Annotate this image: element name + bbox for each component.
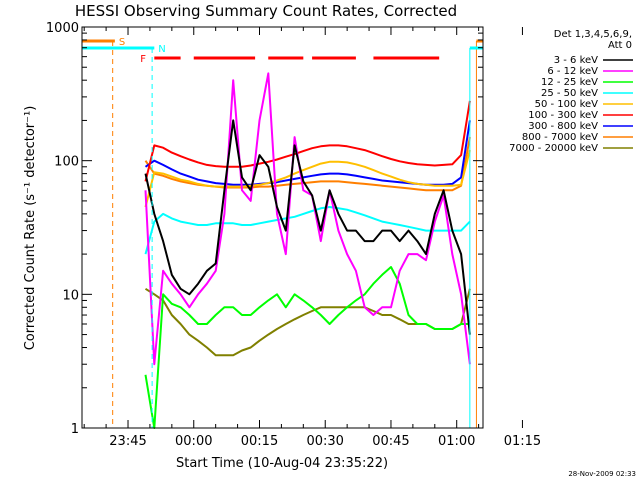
y-axis-label: Corrected Count Rate (s⁻¹ detector⁻¹) — [23, 106, 38, 351]
x-tick-label: 00:00 — [175, 434, 212, 449]
chart-title: HESSI Observing Summary Count Rates, Cor… — [75, 2, 457, 20]
legend-label: 300 - 800 keV — [528, 121, 598, 132]
series-line-100-300-kev — [144, 100, 471, 182]
legend-label: 6 - 12 keV — [547, 66, 598, 77]
x-tick-label: 00:45 — [372, 434, 409, 449]
legend-label: 100 - 300 keV — [528, 110, 598, 121]
annotation-layer: S N F — [82, 37, 483, 428]
timestamp: 28-Nov-2009 02:33 — [568, 470, 636, 478]
series-line-7000-20000-kev — [144, 287, 471, 357]
y-tick-label: 1000 — [46, 21, 79, 36]
axes-layer: 1 10 100 1000 23:45 00:00 00:15 00:30 00:45 01:00… — [46, 21, 541, 449]
x-tick-label: 00:30 — [306, 434, 343, 449]
legend-label: 800 - 7000 keV — [522, 132, 598, 143]
series-line-3-6-kev — [144, 119, 471, 335]
legend-header: Det 1,3,4,5,6,9, — [554, 29, 632, 40]
x-tick-label: 23:45 — [109, 434, 146, 449]
legend-label: 50 - 100 keV — [535, 99, 599, 110]
series-line-50-100-kev — [144, 149, 471, 208]
legend-header: Att 0 — [608, 40, 632, 51]
plot-frame — [81, 26, 484, 429]
flag-label-f: F — [140, 54, 146, 65]
legend-label: 7000 - 20000 keV — [509, 143, 598, 154]
flag-label-n: N — [158, 44, 165, 55]
x-tick-label: 01:15 — [504, 434, 541, 449]
x-tick-label: 00:15 — [241, 434, 278, 449]
flag-label-s: S — [119, 37, 125, 48]
y-tick-label: 100 — [54, 155, 79, 170]
y-tick-label: 1 — [71, 422, 79, 437]
series-line-25-50-kev — [144, 206, 471, 255]
data-layer — [144, 72, 471, 429]
series-line-12-25-kev — [144, 266, 470, 429]
series-line-6-12-kev — [144, 72, 471, 366]
legend-label: 25 - 50 keV — [541, 88, 598, 99]
x-axis-label: Start Time (10-Aug-04 23:35:22) — [176, 456, 388, 471]
legend-label: 3 - 6 keV — [554, 55, 598, 66]
legend-label: 12 - 25 keV — [541, 77, 598, 88]
x-tick-label: 01:00 — [438, 434, 475, 449]
y-tick-label: 10 — [62, 288, 79, 303]
